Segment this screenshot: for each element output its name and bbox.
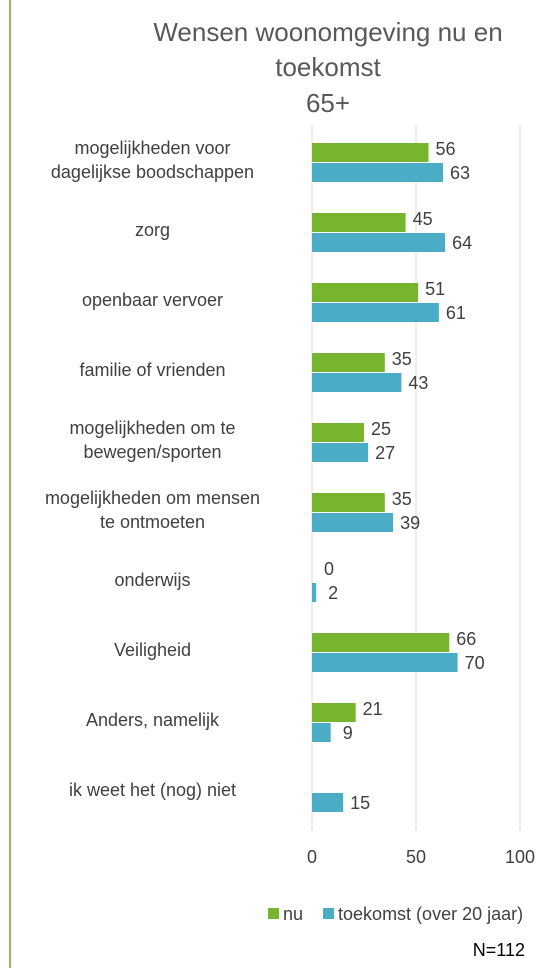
x-tick-label: 100	[505, 847, 535, 867]
bar	[312, 143, 429, 162]
data-label: 35	[392, 349, 412, 369]
y-tick-label: zorg	[134, 220, 170, 240]
bar	[312, 303, 439, 322]
y-tick-label: Veiligheid	[113, 640, 192, 660]
y-tick-label: mogelijkheden voor dagelijkse boodschapp…	[50, 138, 255, 182]
y-tick-label: mogelijkheden om mensen te ontmoeten	[44, 488, 261, 532]
bar	[312, 233, 446, 252]
bar	[312, 423, 364, 442]
data-label: 0	[324, 559, 334, 579]
bar	[312, 653, 458, 672]
bar	[312, 493, 385, 512]
legend-swatch	[268, 908, 279, 919]
bar	[312, 283, 419, 302]
data-label: 61	[446, 303, 466, 323]
data-label: 21	[363, 699, 383, 719]
y-tick-label: openbaar vervoer	[81, 290, 224, 310]
x-tick-label: 50	[406, 847, 426, 867]
y-tick-label: ik weet het (nog) niet	[68, 780, 237, 800]
data-label: 70	[465, 653, 485, 673]
bar	[312, 353, 385, 372]
x-tick-label: 0	[307, 847, 317, 867]
data-label: 43	[408, 373, 428, 393]
legend-label: nu	[283, 904, 303, 924]
bar	[312, 793, 344, 812]
y-tick-label: mogelijkheden om te bewegen/sporten	[69, 418, 236, 462]
data-label: 25	[371, 419, 391, 439]
chart-subtitle: 65+	[305, 88, 351, 118]
y-tick-label: Anders, namelijk	[85, 710, 220, 730]
bar	[312, 703, 356, 722]
data-label: 2	[328, 583, 338, 603]
bar	[312, 513, 394, 532]
legend-label: toekomst (over 20 jaar)	[338, 904, 523, 924]
data-label: 39	[400, 513, 420, 533]
legend-swatch	[323, 908, 335, 919]
bar	[312, 373, 402, 392]
bar	[312, 163, 444, 182]
data-label: 9	[343, 723, 353, 743]
data-label: 56	[435, 139, 455, 159]
bar	[312, 723, 331, 742]
data-label: 35	[392, 489, 412, 509]
chart-title: Wensen woonomgeving nu en toekomst	[153, 17, 503, 82]
bar	[312, 633, 450, 652]
data-label: 66	[456, 629, 476, 649]
data-label: 64	[452, 233, 472, 253]
y-tick-label: familie of vrienden	[79, 360, 226, 380]
data-label: 27	[375, 443, 395, 463]
data-label: 45	[413, 209, 433, 229]
annotation: N=112	[472, 940, 525, 960]
bar	[312, 213, 406, 232]
bar	[312, 443, 369, 462]
bar	[312, 583, 317, 602]
data-label: 51	[425, 279, 445, 299]
y-tick-label: onderwijs	[114, 570, 191, 590]
data-label: 63	[450, 163, 470, 183]
data-label: 15	[350, 793, 370, 813]
